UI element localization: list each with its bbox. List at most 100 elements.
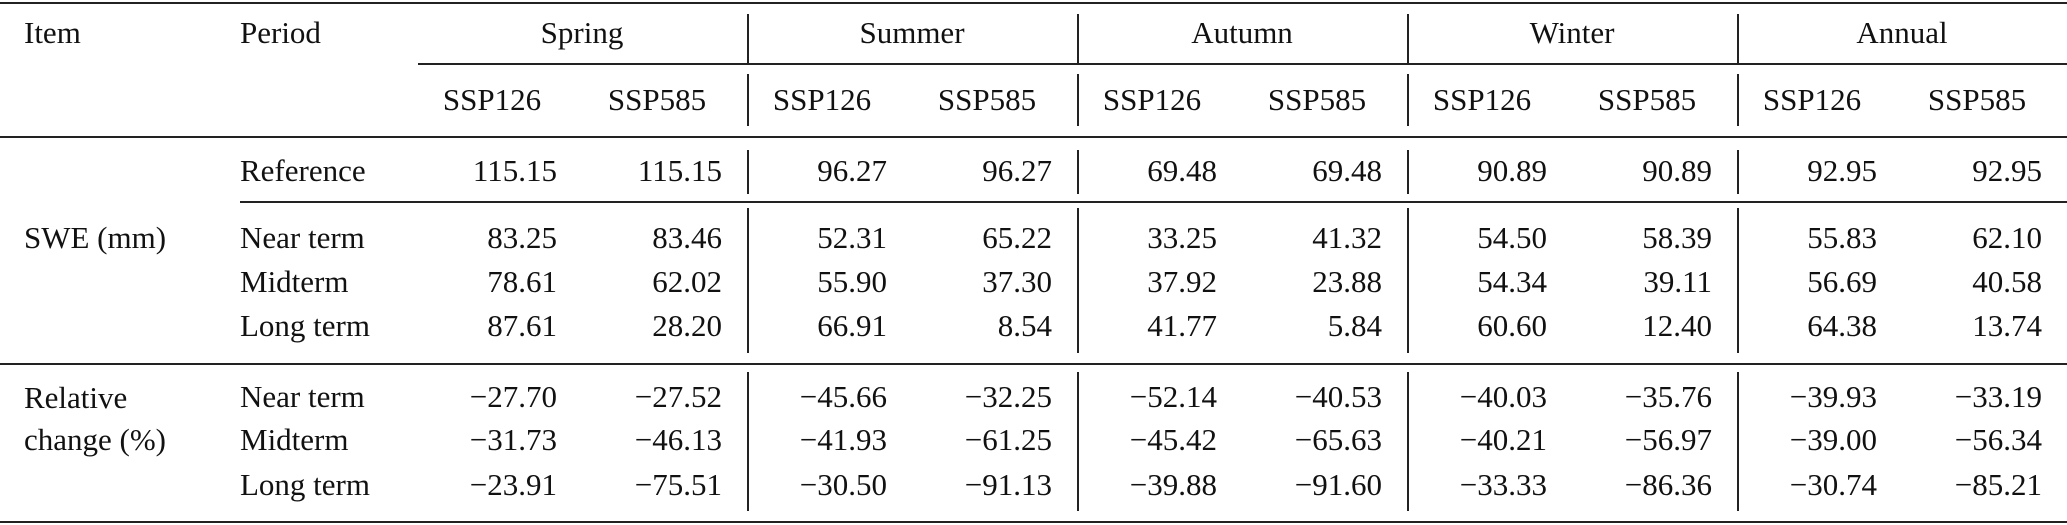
table-cell: 52.31 (817, 220, 887, 255)
table-cell: 92.95 (1807, 153, 1877, 188)
rule-line (0, 136, 2067, 138)
scenario-header: SSP585 (1267, 82, 1367, 117)
table-cell: −46.13 (634, 422, 722, 457)
column-divider (1407, 150, 1409, 194)
column-divider (1407, 208, 1409, 353)
section-label: SWE (mm) (24, 220, 167, 255)
table-cell: −65.63 (1294, 422, 1382, 457)
table-cell: −75.51 (634, 467, 722, 502)
table-cell: −56.97 (1624, 422, 1712, 457)
table-cell: 41.32 (1312, 220, 1382, 255)
season-header: Winter (1529, 15, 1615, 50)
rule-line (0, 2, 2067, 4)
table-cell: 28.20 (652, 308, 722, 343)
column-divider (747, 208, 749, 353)
table-cell: 55.90 (817, 264, 887, 299)
column-divider (1737, 74, 1739, 126)
season-header: Annual (1856, 15, 1948, 50)
scenario-header: SSP126 (772, 82, 872, 117)
table-cell: −39.93 (1789, 379, 1877, 414)
scenario-header: SSP126 (442, 82, 542, 117)
scenario-header: SSP126 (1432, 82, 1532, 117)
table-cell: 83.46 (652, 220, 722, 255)
table-cell: −85.21 (1954, 467, 2042, 502)
table-cell: 56.69 (1807, 264, 1877, 299)
table-cell: −33.33 (1459, 467, 1547, 502)
period-label: Long term (240, 467, 370, 502)
table-cell: −39.88 (1129, 467, 1217, 502)
rule-line (418, 63, 2067, 65)
column-divider (747, 74, 749, 126)
column-divider (1077, 74, 1079, 126)
column-divider (1077, 208, 1079, 353)
scenario-header: SSP585 (1597, 82, 1697, 117)
table-cell: 78.61 (487, 264, 557, 299)
period-header: Period (240, 15, 321, 50)
section-label: change (%) (24, 422, 166, 457)
table-cell: −35.76 (1624, 379, 1712, 414)
column-divider (747, 150, 749, 194)
table-cell: −27.52 (634, 379, 722, 414)
scenario-header: SSP126 (1762, 82, 1862, 117)
column-divider (747, 372, 749, 511)
scenario-header: SSP585 (1927, 82, 2027, 117)
rule-line (0, 363, 2067, 365)
table-cell: 62.02 (652, 264, 722, 299)
table-cell: 58.39 (1642, 220, 1712, 255)
table-cell: −27.70 (469, 379, 557, 414)
table-cell: −61.25 (964, 422, 1052, 457)
column-divider (1737, 372, 1739, 511)
table-cell: 115.15 (637, 153, 722, 188)
table-cell: −40.03 (1459, 379, 1547, 414)
season-header: Spring (540, 15, 624, 50)
table-cell: −91.13 (964, 467, 1052, 502)
table-cell: 90.89 (1642, 153, 1712, 188)
table-cell: 41.77 (1147, 308, 1217, 343)
column-divider (1737, 14, 1739, 63)
table-cell: 54.50 (1477, 220, 1547, 255)
table-cell: 39.11 (1643, 264, 1712, 299)
season-header: Summer (859, 15, 965, 50)
table-cell: −41.93 (799, 422, 887, 457)
table-cell: 69.48 (1312, 153, 1382, 188)
period-label: Midterm (240, 264, 349, 299)
table-cell: −23.91 (469, 467, 557, 502)
period-label: Long term (240, 308, 370, 343)
season-header: Autumn (1191, 15, 1293, 50)
table-cell: 55.83 (1807, 220, 1877, 255)
table-cell: −39.00 (1789, 422, 1877, 457)
table-cell: 87.61 (487, 308, 557, 343)
column-divider (1077, 150, 1079, 194)
table-cell: 90.89 (1477, 153, 1547, 188)
column-divider (1077, 14, 1079, 63)
table-cell: −31.73 (469, 422, 557, 457)
table-cell: 8.54 (997, 308, 1052, 343)
table-cell: −91.60 (1294, 467, 1382, 502)
table-cell: 54.34 (1477, 264, 1547, 299)
table-cell: 40.58 (1972, 264, 2042, 299)
table-cell: 23.88 (1312, 264, 1382, 299)
table-cell: −40.53 (1294, 379, 1382, 414)
table-cell: −30.74 (1789, 467, 1877, 502)
column-divider (1407, 74, 1409, 126)
table-cell: 65.22 (982, 220, 1052, 255)
table-cell: −30.50 (799, 467, 887, 502)
table-cell: 33.25 (1147, 220, 1217, 255)
table-cell: 37.92 (1147, 264, 1217, 299)
table-cell: 5.84 (1327, 308, 1382, 343)
period-label: Near term (240, 379, 365, 414)
column-divider (1407, 14, 1409, 63)
table-cell: −56.34 (1954, 422, 2042, 457)
table-cell: −40.21 (1459, 422, 1547, 457)
table-cell: 37.30 (982, 264, 1052, 299)
column-divider (1077, 372, 1079, 511)
table-cell: −86.36 (1624, 467, 1712, 502)
table-cell: −45.42 (1129, 422, 1217, 457)
table-cell: 69.48 (1147, 153, 1217, 188)
table-cell: −52.14 (1129, 379, 1217, 414)
column-divider (1407, 372, 1409, 511)
scenario-header: SSP126 (1102, 82, 1202, 117)
table-cell: 96.27 (982, 153, 1052, 188)
rule-line (240, 201, 2067, 203)
